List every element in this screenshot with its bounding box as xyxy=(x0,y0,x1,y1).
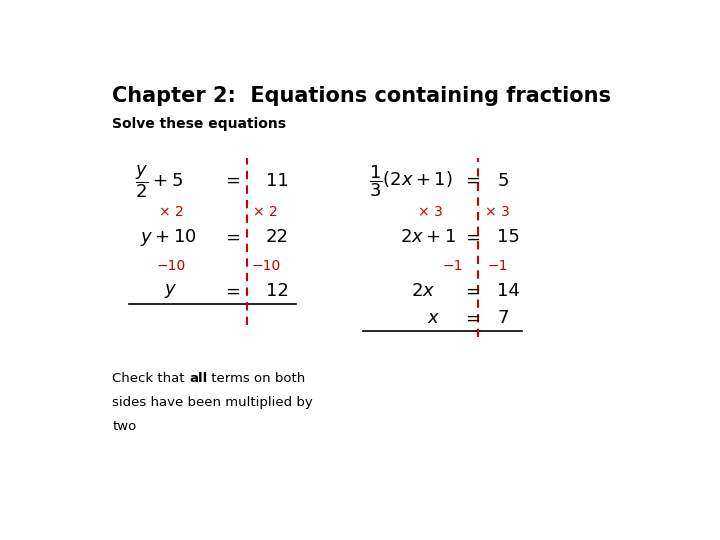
Text: Solve these equations: Solve these equations xyxy=(112,117,287,131)
Text: sides have been multiplied by: sides have been multiplied by xyxy=(112,396,313,409)
Text: $2x + 1$: $2x + 1$ xyxy=(400,228,456,246)
Text: two: two xyxy=(112,420,137,433)
Text: $\dfrac{y}{2} + 5$: $\dfrac{y}{2} + 5$ xyxy=(135,163,183,200)
Text: all: all xyxy=(189,373,207,386)
Text: −1: −1 xyxy=(443,259,463,273)
Text: Chapter 2:  Equations containing fractions: Chapter 2: Equations containing fraction… xyxy=(112,85,611,106)
Text: × 3: × 3 xyxy=(485,205,510,219)
Text: =: = xyxy=(225,282,240,300)
Text: −10: −10 xyxy=(156,259,186,273)
Text: 7: 7 xyxy=(498,309,509,327)
Text: =: = xyxy=(464,282,480,300)
Text: =: = xyxy=(464,172,480,190)
Text: × 2: × 2 xyxy=(253,205,278,219)
Text: $y + 10$: $y + 10$ xyxy=(140,227,197,248)
Text: × 3: × 3 xyxy=(418,205,443,219)
Text: 12: 12 xyxy=(266,282,289,300)
Text: =: = xyxy=(225,228,240,246)
Text: × 2: × 2 xyxy=(158,205,184,219)
Text: 14: 14 xyxy=(498,282,521,300)
Text: −1: −1 xyxy=(487,259,508,273)
Text: =: = xyxy=(464,228,480,246)
Text: =: = xyxy=(225,172,240,190)
Text: $y$: $y$ xyxy=(164,282,178,300)
Text: 15: 15 xyxy=(498,228,521,246)
Text: $2x$: $2x$ xyxy=(411,282,435,300)
Text: 5: 5 xyxy=(498,172,509,190)
Text: =: = xyxy=(464,309,480,327)
Text: $\dfrac{1}{3}(2x+1)$: $\dfrac{1}{3}(2x+1)$ xyxy=(369,164,453,199)
Text: terms on both: terms on both xyxy=(207,373,305,386)
Text: Check that: Check that xyxy=(112,373,189,386)
Text: −10: −10 xyxy=(251,259,280,273)
Text: $x$: $x$ xyxy=(426,309,440,327)
Text: 22: 22 xyxy=(266,228,289,246)
Text: 11: 11 xyxy=(266,172,289,190)
